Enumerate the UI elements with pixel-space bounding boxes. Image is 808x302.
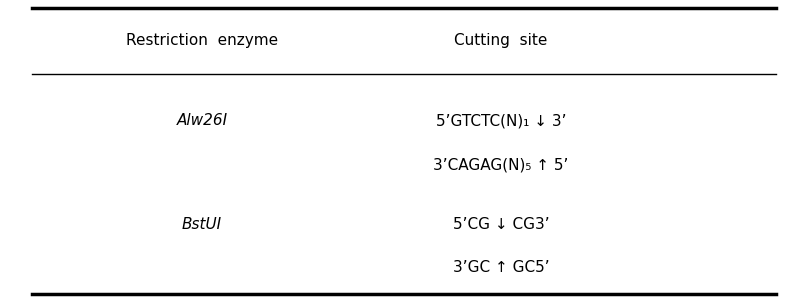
Text: Cutting  site: Cutting site xyxy=(454,33,548,48)
Text: 5’CG ↓ CG3’: 5’CG ↓ CG3’ xyxy=(452,217,549,233)
Text: 5’GTCTC(N)₁ ↓ 3’: 5’GTCTC(N)₁ ↓ 3’ xyxy=(436,113,566,128)
Text: 3’CAGAG(N)₅ ↑ 5’: 3’CAGAG(N)₅ ↑ 5’ xyxy=(433,157,569,172)
Text: Alw26I: Alw26I xyxy=(176,113,228,128)
Text: Restriction  enzyme: Restriction enzyme xyxy=(126,33,278,48)
Text: BstUI: BstUI xyxy=(182,217,222,233)
Text: 3’GC ↑ GC5’: 3’GC ↑ GC5’ xyxy=(452,260,549,275)
